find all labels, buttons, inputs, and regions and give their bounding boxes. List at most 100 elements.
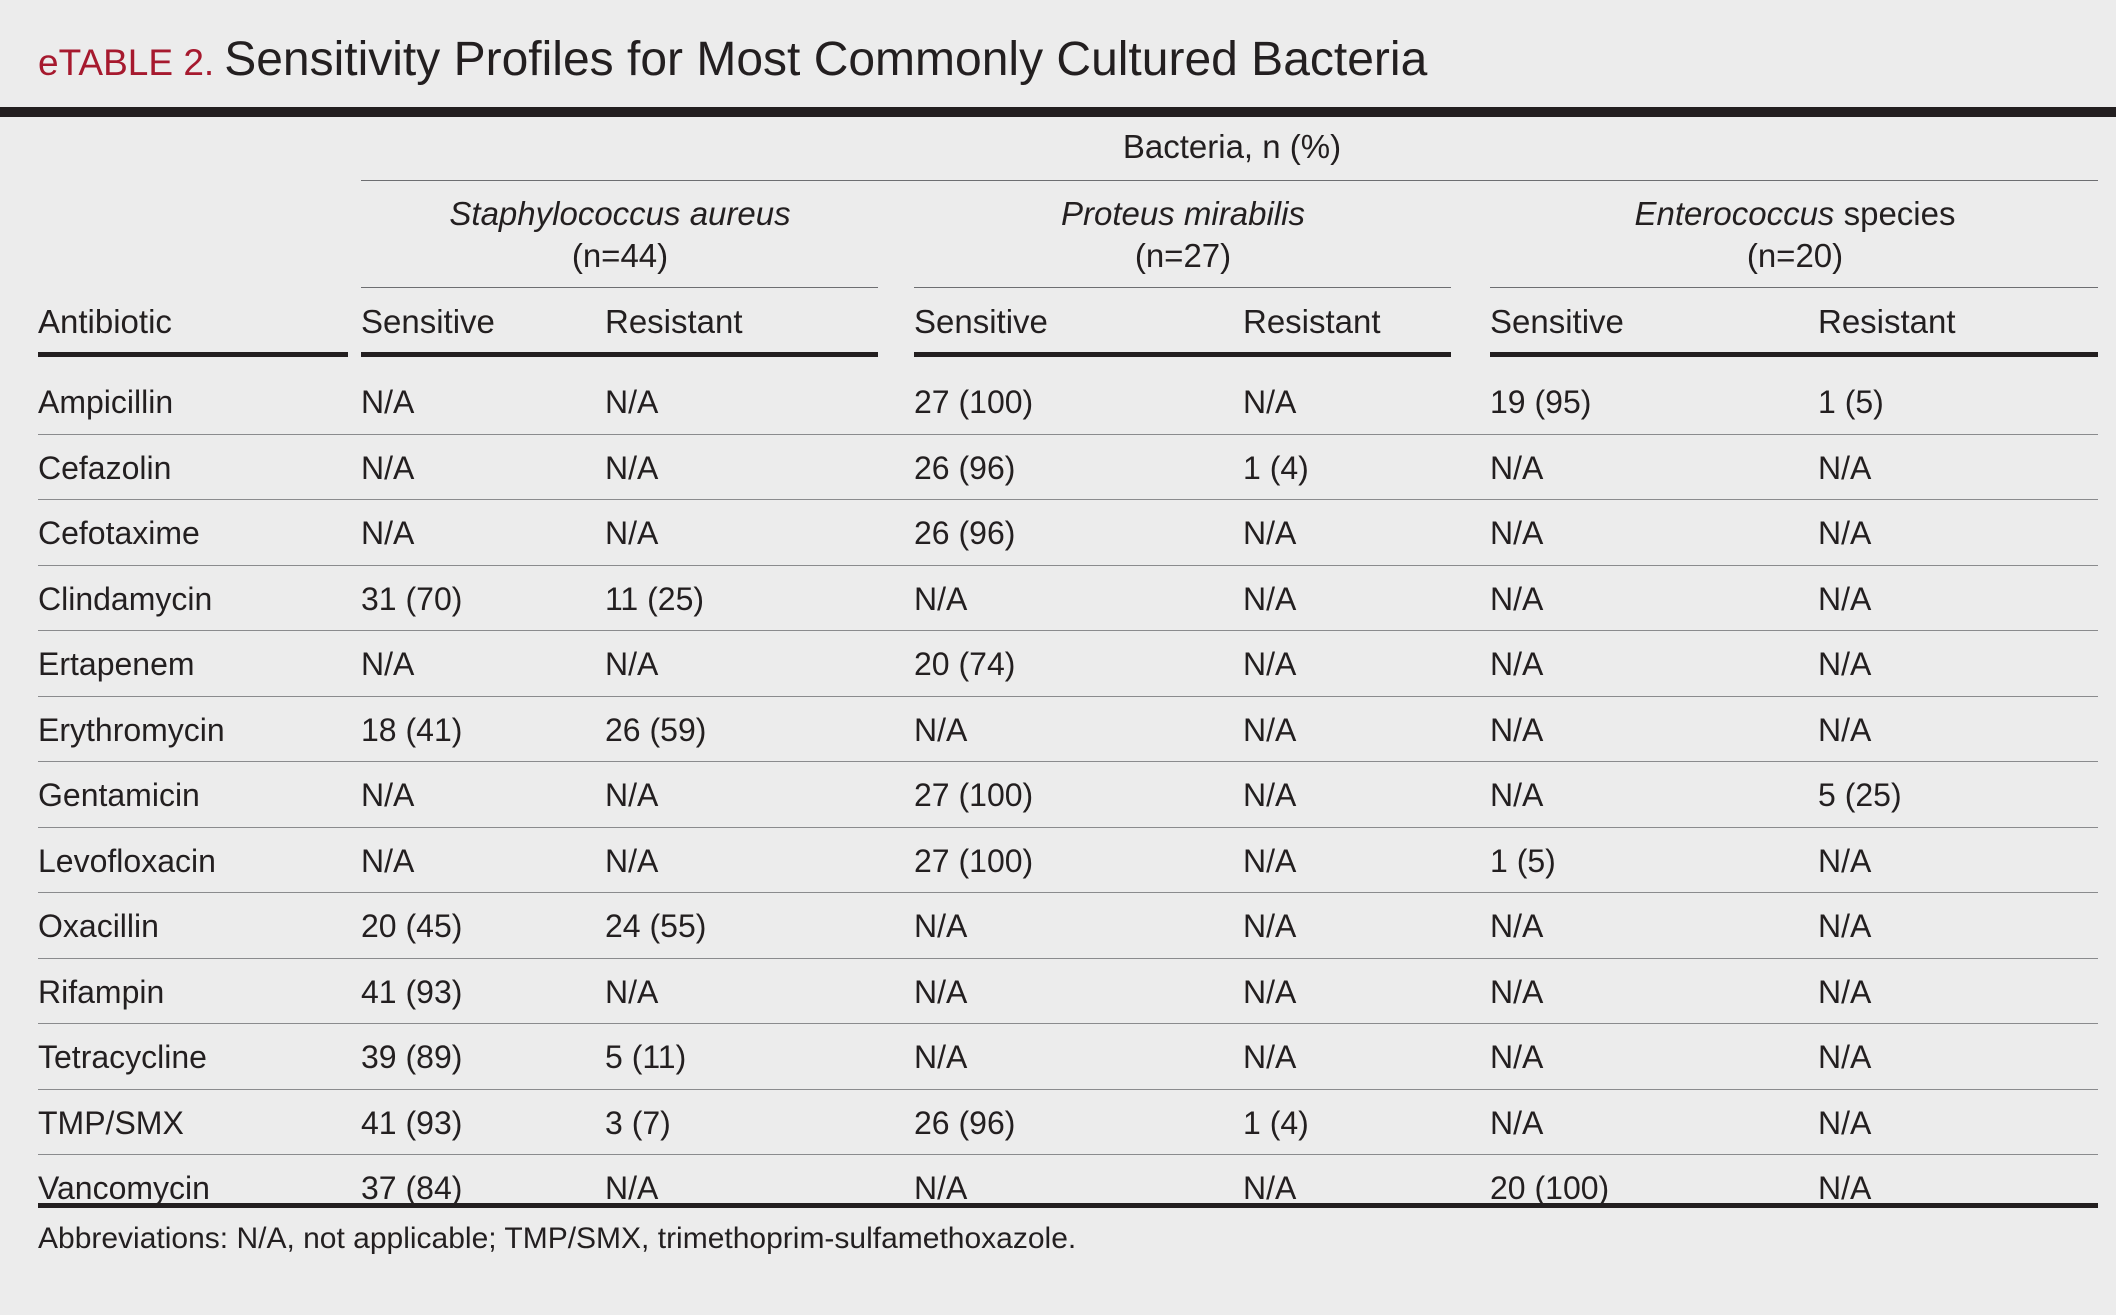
value-cell: 31 (70) [361,580,463,617]
row-divider [38,696,2098,697]
value-cell: N/A [1490,580,1544,617]
group-suffix: species [1834,195,1956,232]
antibiotic-cell: TMP/SMX [38,1104,184,1141]
row-divider [38,499,2098,500]
value-cell: N/A [1490,449,1544,486]
value-cell: 27 (100) [914,842,1034,879]
group-rule-enterococcus [1490,287,2098,288]
group-header-enterococcus: Enterococcus species (n=20) [1635,193,1956,277]
value-cell: N/A [605,777,659,813]
value-cell: 1 (4) [1243,1104,1309,1141]
value-cell: N/A [1243,646,1297,682]
row-divider [38,1154,2098,1155]
antibiotic-cell: Gentamicin [38,777,200,813]
value-cell: N/A [914,1170,968,1206]
table-label: eTABLE 2. [38,42,215,83]
value-cell: N/A [361,646,415,682]
value-cell: 1 (5) [1818,384,1884,420]
value-cell: N/A [914,908,968,944]
antibiotic-cell: Levofloxacin [38,842,216,879]
antibiotic-cell: Clindamycin [38,580,213,617]
value-cell: N/A [1243,1039,1297,1075]
value-cell: N/A [1243,777,1297,813]
value-cell: N/A [605,646,659,682]
header-rule-enterococcus [1490,352,2098,357]
group-header-proteus: Proteus mirabilis (n=27) [1061,193,1305,277]
value-cell: N/A [914,580,968,617]
group-name: Enterococcus [1634,195,1835,232]
antibiotic-cell: Ampicillin [38,384,174,420]
value-cell: N/A [1818,1039,1872,1075]
value-cell: N/A [914,1039,968,1075]
value-cell: 27 (100) [914,384,1034,420]
row-divider [38,434,2098,435]
value-cell: N/A [1818,973,1872,1010]
value-cell: 27 (100) [914,777,1034,813]
enterococcus-resistant-header: Resistant [1818,303,1956,340]
value-cell: N/A [1818,449,1872,486]
value-cell: N/A [1243,580,1297,617]
row-divider [38,892,2098,893]
value-cell: N/A [1243,1170,1297,1206]
value-cell: N/A [1243,711,1297,748]
value-cell: N/A [605,842,659,879]
value-cell: N/A [1818,515,1872,551]
value-cell: 41 (93) [361,1104,463,1141]
group-name: Proteus mirabilis [1061,195,1305,232]
value-cell: 26 (96) [914,515,1016,551]
antibiotic-cell: Ertapenem [38,646,195,682]
value-cell: 41 (93) [361,973,463,1010]
value-cell: N/A [1243,515,1297,551]
value-cell: N/A [1243,384,1297,420]
value-cell: 26 (96) [914,449,1016,486]
value-cell: N/A [605,973,659,1010]
group-rule-staph [361,287,878,288]
value-cell: 37 (84) [361,1170,463,1206]
value-cell: N/A [914,711,968,748]
value-cell: 20 (74) [914,646,1016,682]
value-cell: 1 (5) [1490,842,1556,879]
value-cell: N/A [605,449,659,486]
value-cell: 19 (95) [1490,384,1592,420]
header-rule-staph [361,352,878,357]
value-cell: N/A [361,777,415,813]
value-cell: N/A [1490,515,1544,551]
group-n: (n=44) [571,237,669,274]
value-cell: 39 (89) [361,1039,463,1075]
antibiotic-cell: Tetracycline [38,1039,207,1075]
antibiotic-cell: Cefotaxime [38,515,200,551]
row-divider [38,958,2098,959]
value-cell: N/A [1818,1170,1872,1206]
proteus-sensitive-header: Sensitive [914,303,1048,340]
table-title: eTABLE 2. Sensitivity Profiles for Most C… [38,36,1427,84]
value-cell: 24 (55) [605,908,707,944]
row-divider [38,1023,2098,1024]
value-cell: N/A [361,515,415,551]
row-divider [38,565,2098,566]
antibiotic-cell: Cefazolin [38,449,172,486]
value-cell: N/A [605,384,659,420]
bottom-rule [38,1203,2098,1208]
value-cell: N/A [605,515,659,551]
row-divider [38,761,2098,762]
value-cell: N/A [1243,973,1297,1010]
footnote: Abbreviations: N/A, not applicable; TMP/… [38,1222,1077,1255]
antibiotic-column-header: Antibiotic [38,303,172,340]
spanner-header: Bacteria, n (%) [1122,128,1342,165]
antibiotic-cell: Oxacillin [38,908,159,944]
spanner-rule [361,180,2098,181]
value-cell: N/A [1818,646,1872,682]
value-cell: 5 (25) [1818,777,1902,813]
value-cell: 26 (59) [605,711,707,748]
antibiotic-cell: Erythromycin [38,711,225,748]
value-cell: 26 (96) [914,1104,1016,1141]
value-cell: N/A [361,842,415,879]
value-cell: 5 (11) [605,1039,687,1075]
row-divider [38,1089,2098,1090]
antibiotic-cell: Vancomycin [38,1170,210,1206]
value-cell: 3 (7) [605,1104,671,1141]
top-rule [0,107,2116,117]
value-cell: N/A [1818,711,1872,748]
group-name: Staphylococcus aureus [449,195,791,232]
value-cell: N/A [1490,777,1544,813]
